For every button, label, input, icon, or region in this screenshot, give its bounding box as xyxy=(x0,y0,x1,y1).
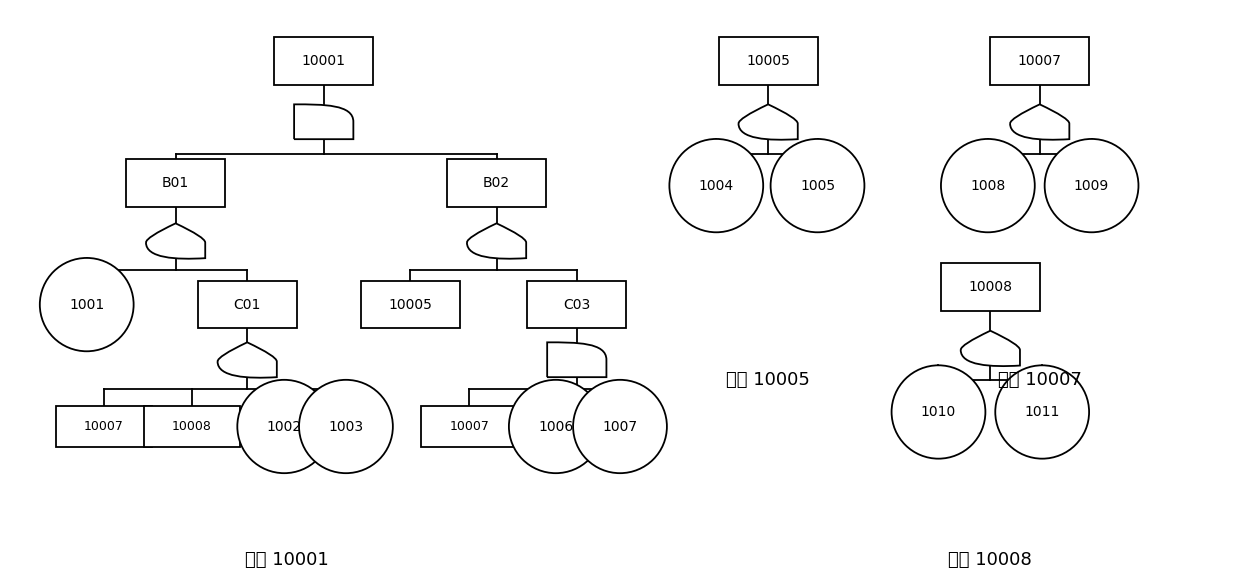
Text: 1003: 1003 xyxy=(329,420,363,434)
PathPatch shape xyxy=(217,342,277,378)
Text: 1001: 1001 xyxy=(69,298,104,312)
Text: 10008: 10008 xyxy=(171,420,212,433)
FancyBboxPatch shape xyxy=(274,37,373,84)
Text: 10008: 10008 xyxy=(968,280,1012,294)
Ellipse shape xyxy=(573,380,667,473)
Ellipse shape xyxy=(40,258,134,351)
FancyBboxPatch shape xyxy=(991,37,1089,84)
Ellipse shape xyxy=(996,365,1089,459)
Text: 模块 10008: 模块 10008 xyxy=(949,551,1032,569)
FancyBboxPatch shape xyxy=(719,37,817,84)
Text: B02: B02 xyxy=(484,176,510,190)
Text: 1005: 1005 xyxy=(800,179,835,193)
FancyBboxPatch shape xyxy=(126,159,224,206)
Text: 10001: 10001 xyxy=(301,54,346,68)
Text: B01: B01 xyxy=(162,176,190,190)
Text: 10007: 10007 xyxy=(84,420,124,433)
Text: 10007: 10007 xyxy=(1018,54,1061,68)
FancyBboxPatch shape xyxy=(361,281,460,328)
FancyBboxPatch shape xyxy=(56,406,153,447)
Text: 1002: 1002 xyxy=(267,420,301,434)
Ellipse shape xyxy=(892,365,986,459)
Ellipse shape xyxy=(670,139,763,232)
Text: 模块 10001: 模块 10001 xyxy=(244,551,329,569)
Text: 1008: 1008 xyxy=(970,179,1006,193)
PathPatch shape xyxy=(547,342,606,377)
PathPatch shape xyxy=(739,104,797,139)
Text: 10007: 10007 xyxy=(449,420,490,433)
PathPatch shape xyxy=(146,223,206,258)
PathPatch shape xyxy=(467,223,526,258)
Text: 1011: 1011 xyxy=(1024,405,1060,419)
Text: 10005: 10005 xyxy=(388,298,432,312)
FancyBboxPatch shape xyxy=(448,159,546,206)
Text: 1007: 1007 xyxy=(603,420,637,434)
Ellipse shape xyxy=(941,139,1034,232)
Text: 1006: 1006 xyxy=(538,420,573,434)
FancyBboxPatch shape xyxy=(144,406,239,447)
FancyBboxPatch shape xyxy=(527,281,626,328)
Text: 10005: 10005 xyxy=(746,54,790,68)
Text: C01: C01 xyxy=(233,298,260,312)
Ellipse shape xyxy=(770,139,864,232)
PathPatch shape xyxy=(294,104,353,139)
Text: C03: C03 xyxy=(563,298,590,312)
Ellipse shape xyxy=(1044,139,1138,232)
Text: 模块 10007: 模块 10007 xyxy=(998,371,1081,389)
PathPatch shape xyxy=(961,331,1021,366)
FancyBboxPatch shape xyxy=(198,281,296,328)
Text: 1010: 1010 xyxy=(921,405,956,419)
Text: 1004: 1004 xyxy=(698,179,734,193)
FancyBboxPatch shape xyxy=(941,263,1039,311)
Ellipse shape xyxy=(299,380,393,473)
Ellipse shape xyxy=(508,380,603,473)
Text: 1009: 1009 xyxy=(1074,179,1110,193)
FancyBboxPatch shape xyxy=(422,406,517,447)
Text: 模块 10005: 模块 10005 xyxy=(727,371,810,389)
PathPatch shape xyxy=(1011,104,1069,139)
Ellipse shape xyxy=(237,380,331,473)
